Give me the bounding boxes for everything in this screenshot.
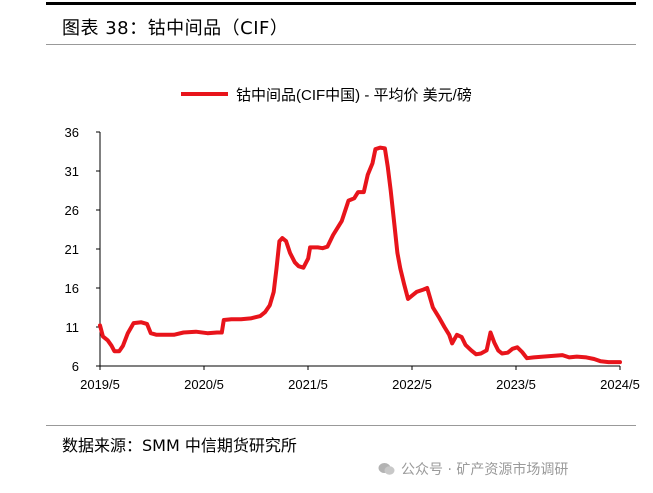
x-tick-label: 2024/5: [600, 377, 640, 392]
y-tick-label: 26: [65, 203, 79, 218]
legend: 钴中间品(CIF中国) - 平均价 美元/磅: [181, 87, 472, 104]
y-tick-label: 21: [65, 242, 79, 257]
legend-label: 钴中间品(CIF中国) - 平均价 美元/磅: [236, 87, 472, 104]
y-tick-label: 16: [65, 281, 79, 296]
y-tick-label: 11: [66, 320, 80, 335]
wechat-icon: [378, 463, 395, 475]
title-divider: [46, 44, 636, 45]
figure-title: 图表 38：钴中间品（CIF）: [62, 18, 289, 39]
x-tick-label: 2022/5: [392, 377, 432, 392]
x-tick-label: 2019/5: [80, 377, 120, 392]
x-tick-label: 2023/5: [496, 377, 536, 392]
x-tick-label: 2020/5: [184, 377, 224, 392]
watermark: 公众号 · 矿产资源市场调研: [378, 459, 568, 479]
top-border: [46, 2, 636, 5]
y-tick-label: 6: [72, 359, 79, 374]
source-note: 数据来源：SMM 中信期货研究所: [62, 436, 297, 455]
watermark-text: 公众号 · 矿产资源市场调研: [401, 462, 569, 478]
source-divider: [46, 425, 636, 426]
y-tick-label: 31: [65, 164, 79, 179]
x-tick-label: 2021/5: [288, 377, 328, 392]
series-group: [98, 145, 622, 365]
y-tick-label: 36: [65, 125, 79, 140]
tick-labels: 6 11 16 21 26 31 36 2019/5 2020/5 2021/5 2022/5 202…: [65, 125, 640, 392]
series-line: [98, 145, 622, 365]
